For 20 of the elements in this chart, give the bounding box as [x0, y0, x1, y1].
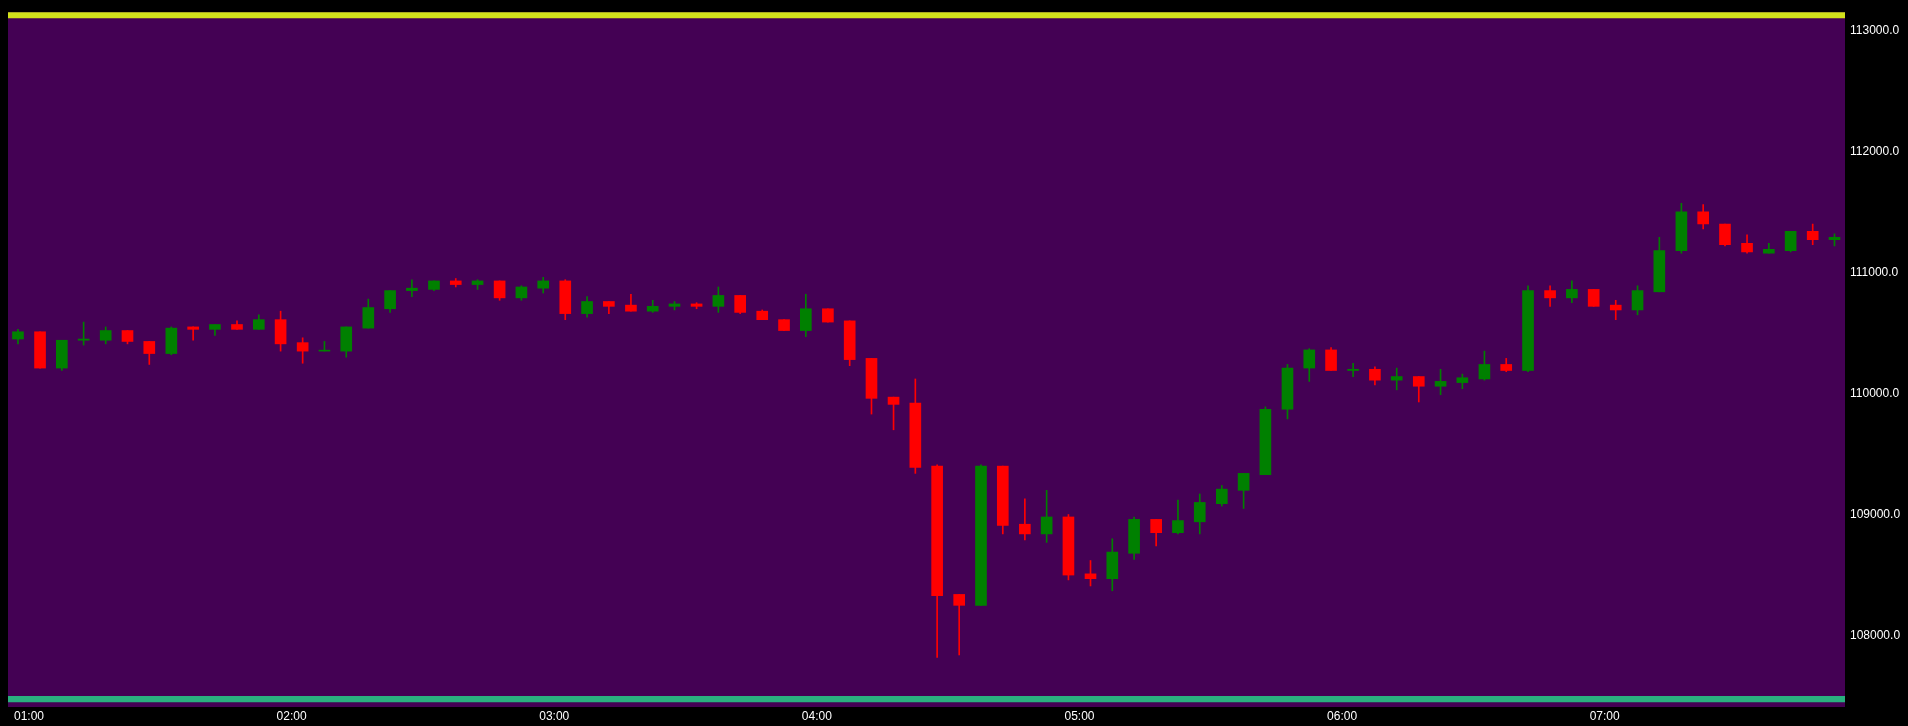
candlestick [1390, 367, 1403, 391]
x-tick-label: 02:00 [276, 708, 307, 723]
x-tick-label: 03:00 [539, 708, 570, 723]
candlestick [187, 326, 199, 341]
x-tick-label: 05:00 [1064, 708, 1095, 723]
candlestick [1609, 299, 1622, 320]
candlestick [1347, 362, 1359, 377]
y-tick-label: 113000.0 [1850, 22, 1900, 37]
candlestick [1019, 498, 1031, 541]
y-tick-label: 110000.0 [1850, 385, 1900, 400]
candlestick [406, 279, 418, 297]
x-tick-label: 01:00 [13, 708, 45, 723]
y-tick-label: 112000.0 [1850, 143, 1900, 158]
y-tick-label: 111000.0 [1850, 264, 1899, 279]
y-tick-label: 108000.0 [1850, 627, 1901, 642]
x-tick-label: 07:00 [1589, 708, 1621, 723]
x-tick-label: 06:00 [1327, 708, 1358, 723]
y-tick-label: 109000.0 [1850, 506, 1901, 521]
x-tick-label: 04:00 [801, 708, 833, 723]
candlestick [953, 594, 966, 656]
